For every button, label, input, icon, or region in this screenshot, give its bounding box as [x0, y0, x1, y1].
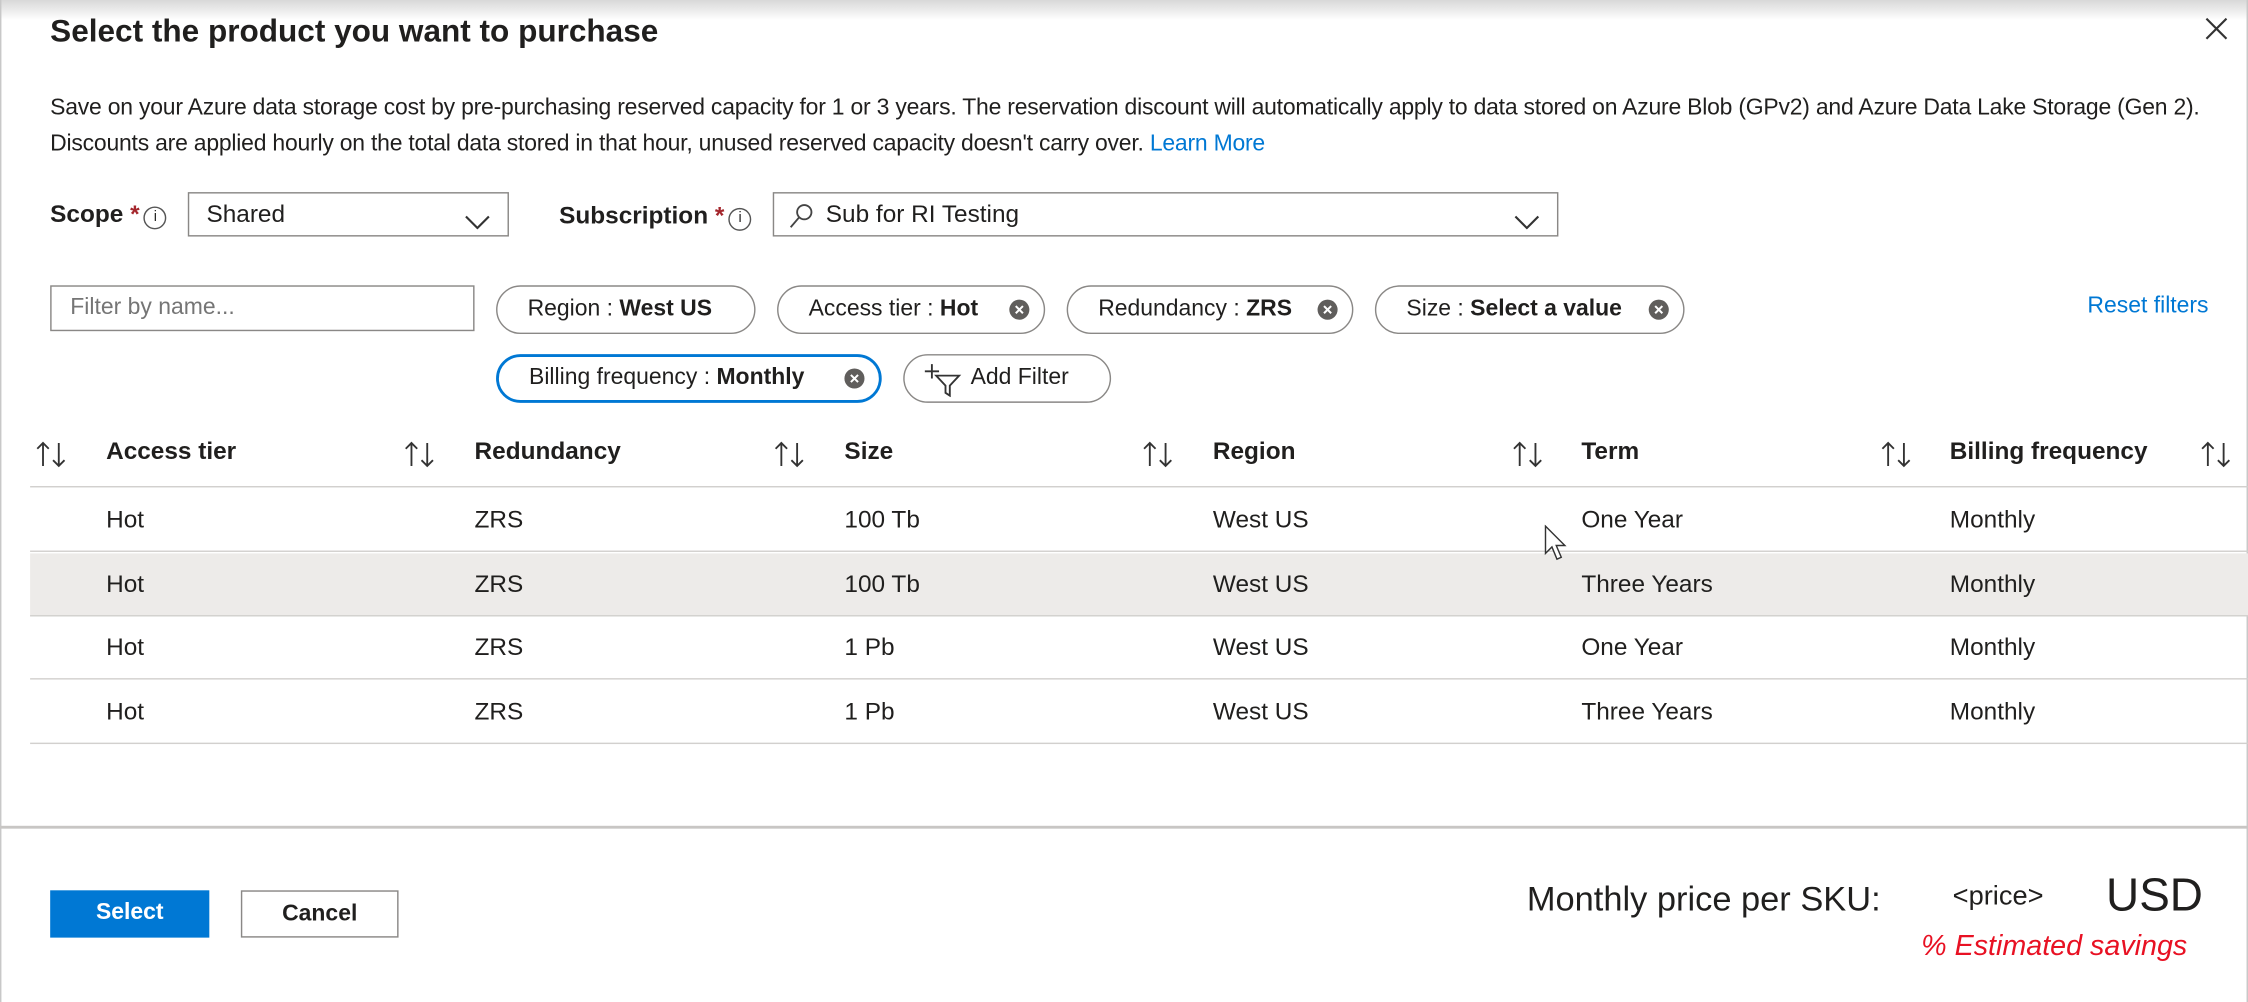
sort-icon[interactable]	[2199, 440, 2233, 474]
add-filter-button[interactable]: Add Filter	[903, 354, 1112, 403]
remove-icon[interactable]	[1317, 299, 1338, 320]
subscription-label-text: Subscription	[559, 202, 709, 230]
add-filter-label: Add Filter	[970, 365, 1069, 390]
info-icon[interactable]: i	[143, 206, 167, 230]
filter-pill-redundancy[interactable]: Redundancy : ZRS	[1066, 285, 1354, 335]
currency: USD	[2106, 868, 2203, 921]
scope-label-text: Scope	[50, 200, 124, 228]
scope-label: Scope * i	[50, 201, 167, 230]
column-header[interactable]: Region	[1212, 437, 1296, 465]
table-cell: Three Years	[1581, 569, 1713, 598]
remove-icon[interactable]	[844, 368, 865, 389]
subscription-value: Sub for RI Testing	[825, 200, 1020, 228]
table-cell: West US	[1212, 633, 1309, 661]
column-header[interactable]: Size	[844, 437, 894, 465]
table-cell: One Year	[1581, 506, 1683, 534]
top-shadow	[0, 0, 2248, 21]
sort-icon[interactable]	[1880, 440, 1914, 474]
scope-dropdown[interactable]: Shared	[187, 192, 509, 237]
search-icon	[789, 204, 815, 237]
price-value: <price>	[1952, 881, 2044, 912]
required-mark: *	[130, 200, 140, 228]
table-cell: 100 Tb	[844, 569, 920, 598]
table-cell: Hot	[106, 697, 145, 725]
table-cell: ZRS	[474, 569, 524, 598]
right-border	[2246, 0, 2248, 1002]
filter-pill-region[interactable]: Region : West US	[496, 285, 756, 335]
price-label: Monthly price per SKU:	[1526, 880, 1881, 919]
close-icon[interactable]	[2204, 14, 2230, 50]
subscription-dropdown[interactable]: Sub for RI Testing	[772, 192, 1559, 237]
scope-value: Shared	[206, 200, 286, 228]
pill-value: Hot	[939, 296, 979, 322]
table-cell: Monthly	[1949, 569, 2036, 598]
select-button[interactable]: Select	[50, 890, 210, 938]
column-header[interactable]: Redundancy	[474, 437, 621, 465]
table-cell: 1 Pb	[844, 633, 895, 661]
table-row[interactable]: Hot ZRS 1 Pb West US One Year Monthly	[30, 616, 2248, 680]
info-icon[interactable]: i	[728, 207, 752, 231]
dialog-title: Select the product you want to purchase	[50, 12, 659, 49]
table-cell: One Year	[1581, 633, 1683, 661]
table-cell: 100 Tb	[844, 506, 920, 534]
table-cell: Monthly	[1949, 633, 2036, 661]
table-row[interactable]: Hot ZRS 100 Tb West US Three Years Monthly	[30, 552, 2248, 616]
remove-icon[interactable]	[1648, 299, 1669, 320]
pill-key: Access tier :	[808, 296, 940, 322]
description-text: Save on your Azure data storage cost by …	[50, 96, 2200, 157]
table-cell: ZRS	[474, 506, 524, 534]
table-row[interactable]: Hot ZRS 1 Pb West US Three Years Monthly	[30, 680, 2248, 744]
learn-more-link[interactable]: Learn More	[1149, 131, 1265, 157]
table-cell: Monthly	[1949, 697, 2036, 725]
table-cell: 1 Pb	[844, 697, 895, 725]
filter-pill-billing-frequency[interactable]: Billing frequency : Monthly	[496, 354, 882, 403]
estimated-savings: % Estimated savings	[1921, 930, 2188, 962]
cancel-button[interactable]: Cancel	[240, 890, 399, 938]
filter-pill-access-tier[interactable]: Access tier : Hot	[777, 285, 1046, 335]
sort-icon[interactable]	[403, 440, 437, 474]
required-mark: *	[714, 202, 725, 230]
pill-value: Monthly	[716, 365, 805, 390]
table-cell: ZRS	[474, 697, 524, 725]
remove-icon[interactable]	[1009, 299, 1030, 320]
pill-key: Redundancy :	[1098, 296, 1247, 322]
pill-value: ZRS	[1246, 296, 1293, 322]
reset-filters-link[interactable]: Reset filters	[2087, 293, 2209, 319]
table-cell: Three Years	[1581, 697, 1713, 725]
filter-pill-size[interactable]: Size : Select a value	[1374, 285, 1685, 335]
table-cell: ZRS	[474, 633, 524, 661]
filter-by-name-input[interactable]	[50, 285, 475, 332]
table-cell: Monthly	[1949, 506, 2036, 534]
footer-divider	[0, 825, 2248, 829]
add-filter-icon	[924, 363, 962, 415]
chevron-down-icon	[465, 208, 491, 237]
table-cell: Hot	[106, 506, 145, 534]
subscription-label: Subscription * i	[559, 202, 752, 231]
pill-key: Billing frequency :	[529, 365, 717, 390]
pill-value: West US	[619, 296, 713, 322]
left-border	[0, 0, 2, 1002]
table-cell: West US	[1212, 506, 1309, 534]
column-header[interactable]: Term	[1581, 437, 1640, 465]
sort-icon[interactable]	[1511, 440, 1545, 474]
description: Save on your Azure data storage cost by …	[50, 90, 2236, 162]
pill-key: Size :	[1406, 296, 1471, 322]
table-cell: West US	[1212, 569, 1309, 598]
header-divider	[30, 486, 2248, 488]
sort-icon[interactable]	[1141, 440, 1175, 474]
sort-icon[interactable]	[773, 440, 807, 474]
table-cell: Hot	[106, 569, 145, 598]
mouse-cursor-icon	[1544, 524, 1567, 568]
pill-key: Region :	[527, 296, 620, 322]
column-header[interactable]: Access tier	[106, 437, 237, 465]
table-cell: West US	[1212, 697, 1309, 725]
table-row[interactable]: Hot ZRS 100 Tb West US One Year Monthly	[30, 489, 2248, 552]
chevron-down-icon	[1514, 208, 1540, 237]
table-cell: Hot	[106, 633, 145, 661]
pill-value: Select a value	[1470, 296, 1622, 322]
sort-icon[interactable]	[34, 440, 68, 474]
column-header[interactable]: Billing frequency	[1949, 437, 2148, 465]
